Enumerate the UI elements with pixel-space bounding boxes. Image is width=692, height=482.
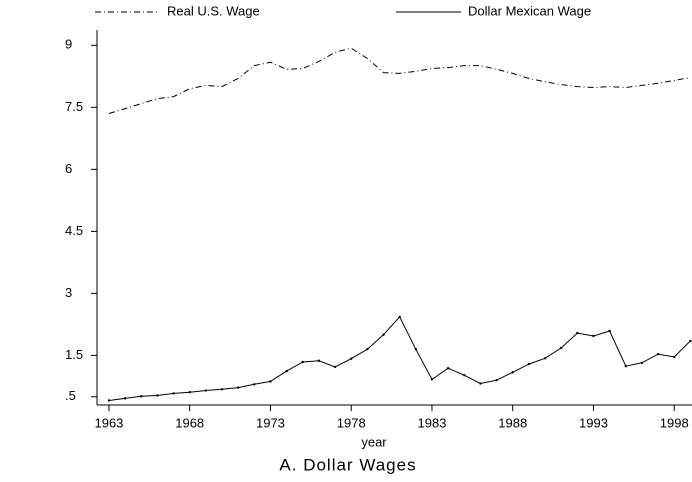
point	[656, 352, 660, 356]
point	[220, 388, 224, 391]
x-tick-label: 1963	[94, 415, 123, 430]
point	[640, 361, 644, 365]
point	[673, 355, 676, 359]
point	[479, 382, 482, 385]
legend-label: Real U.S. Wage	[167, 3, 260, 18]
x-tick-label: 1978	[337, 415, 366, 430]
point	[576, 331, 579, 335]
point	[414, 347, 418, 351]
x-tick-label: 1993	[579, 415, 608, 430]
x-tick-label: 1998	[660, 415, 689, 430]
point	[301, 360, 304, 364]
point	[559, 346, 563, 350]
point	[140, 395, 143, 398]
point	[204, 389, 208, 392]
point	[527, 362, 531, 366]
legend-label: Dollar Mexican Wage	[468, 3, 591, 18]
y-tick-label: .5	[65, 388, 76, 403]
point	[608, 329, 611, 333]
line-series	[108, 47, 691, 114]
point	[446, 367, 450, 370]
y-tick-label: 3	[65, 285, 72, 300]
point	[188, 390, 191, 394]
y-tick-label: 6	[65, 161, 72, 176]
point	[430, 378, 434, 381]
point	[366, 347, 369, 351]
point	[123, 397, 127, 400]
y-tick-label: 9	[65, 37, 72, 52]
point	[269, 380, 272, 383]
x-tick-label: 1968	[175, 415, 204, 430]
point	[495, 378, 498, 382]
x-axis-label: year	[361, 434, 387, 449]
point	[156, 394, 159, 397]
point	[333, 365, 337, 369]
y-tick-label: 7.5	[65, 99, 83, 114]
point	[463, 374, 466, 377]
point	[350, 357, 353, 360]
x-tick-label: 1983	[418, 415, 447, 430]
x-tick-label: 1973	[256, 415, 285, 430]
point	[236, 386, 240, 389]
point	[398, 315, 401, 319]
point	[172, 392, 175, 395]
point	[592, 334, 595, 338]
point	[543, 357, 547, 360]
x-tick-label: 1988	[498, 415, 527, 430]
point	[253, 383, 256, 386]
point	[689, 339, 692, 343]
point	[107, 399, 111, 402]
line-series	[108, 316, 691, 401]
point	[382, 333, 385, 336]
y-tick-label: 4.5	[65, 223, 83, 238]
point	[317, 359, 321, 362]
chart-title: A. Dollar Wages	[279, 455, 416, 474]
y-tick-label: 1.5	[65, 347, 83, 362]
point	[511, 371, 514, 374]
point	[285, 369, 288, 373]
point	[624, 364, 627, 368]
